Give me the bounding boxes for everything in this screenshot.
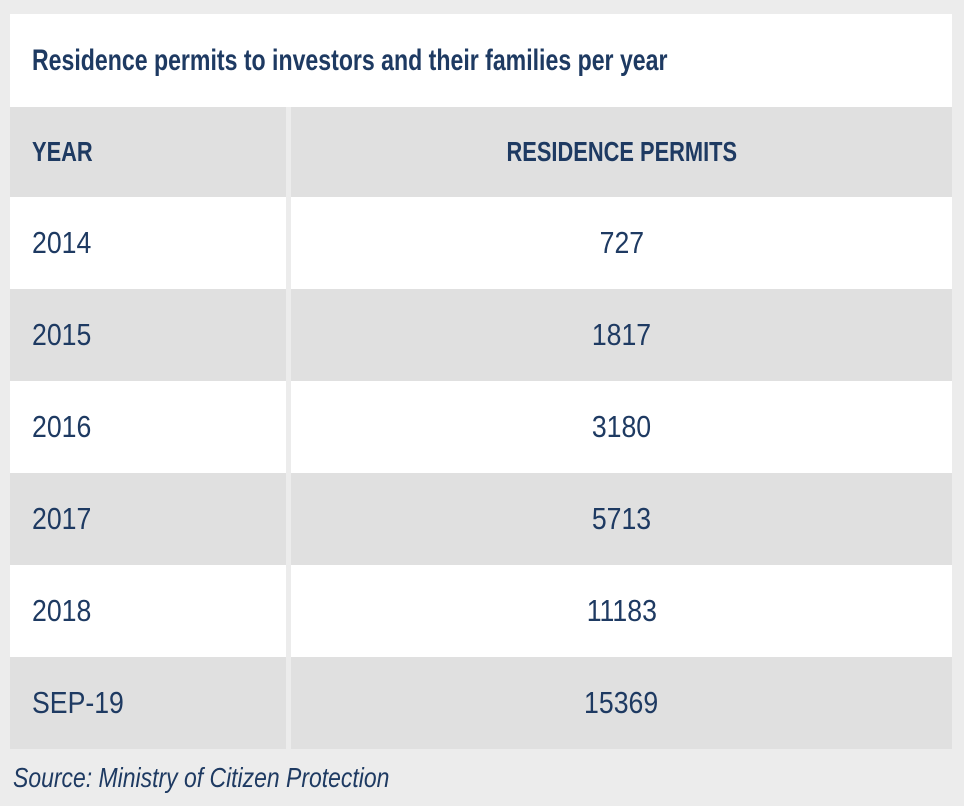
permits-value: 5713 xyxy=(591,501,652,536)
source-note: Source: Ministry of Citizen Protection xyxy=(13,762,390,793)
permits-value: 1817 xyxy=(591,317,652,352)
permits-cell: 3180 xyxy=(291,381,952,473)
table-row: 2017 5713 xyxy=(10,473,952,565)
table-header-row: YEAR RESIDENCE PERMITS xyxy=(10,107,952,197)
page-title: Residence permits to investors and their… xyxy=(32,43,668,77)
year-cell: 2014 xyxy=(10,197,291,289)
permits-value: 727 xyxy=(599,225,644,260)
permits-cell: 5713 xyxy=(291,473,952,565)
year-value: SEP-19 xyxy=(32,685,124,720)
year-value: 2017 xyxy=(32,501,92,536)
header-label-year: YEAR xyxy=(32,136,93,167)
year-value: 2016 xyxy=(32,409,92,444)
year-cell: SEP-19 xyxy=(10,657,291,749)
permits-cell: 1817 xyxy=(291,289,952,381)
table-row: 2015 1817 xyxy=(10,289,952,381)
header-label-permits: RESIDENCE PERMITS xyxy=(506,136,737,167)
permits-value: 15369 xyxy=(584,685,659,720)
year-cell: 2015 xyxy=(10,289,291,381)
permits-table-card: Residence permits to investors and their… xyxy=(10,14,952,794)
permits-value: 11183 xyxy=(586,593,657,628)
table-row: 2018 11183 xyxy=(10,565,952,657)
year-cell: 2018 xyxy=(10,565,291,657)
permits-value: 3180 xyxy=(591,409,652,444)
table-row: 2016 3180 xyxy=(10,381,952,473)
year-value: 2018 xyxy=(32,593,92,628)
header-cell-year: YEAR xyxy=(10,107,291,197)
permits-cell: 727 xyxy=(291,197,952,289)
year-cell: 2016 xyxy=(10,381,291,473)
year-value: 2014 xyxy=(32,225,92,260)
permits-cell: 11183 xyxy=(291,565,952,657)
title-bar: Residence permits to investors and their… xyxy=(10,14,952,107)
year-value: 2015 xyxy=(32,317,92,352)
source-bar: Source: Ministry of Citizen Protection xyxy=(10,749,952,794)
header-cell-permits: RESIDENCE PERMITS xyxy=(291,107,952,197)
year-cell: 2017 xyxy=(10,473,291,565)
table-row: SEP-19 15369 xyxy=(10,657,952,749)
table-row: 2014 727 xyxy=(10,197,952,289)
permits-cell: 15369 xyxy=(291,657,952,749)
